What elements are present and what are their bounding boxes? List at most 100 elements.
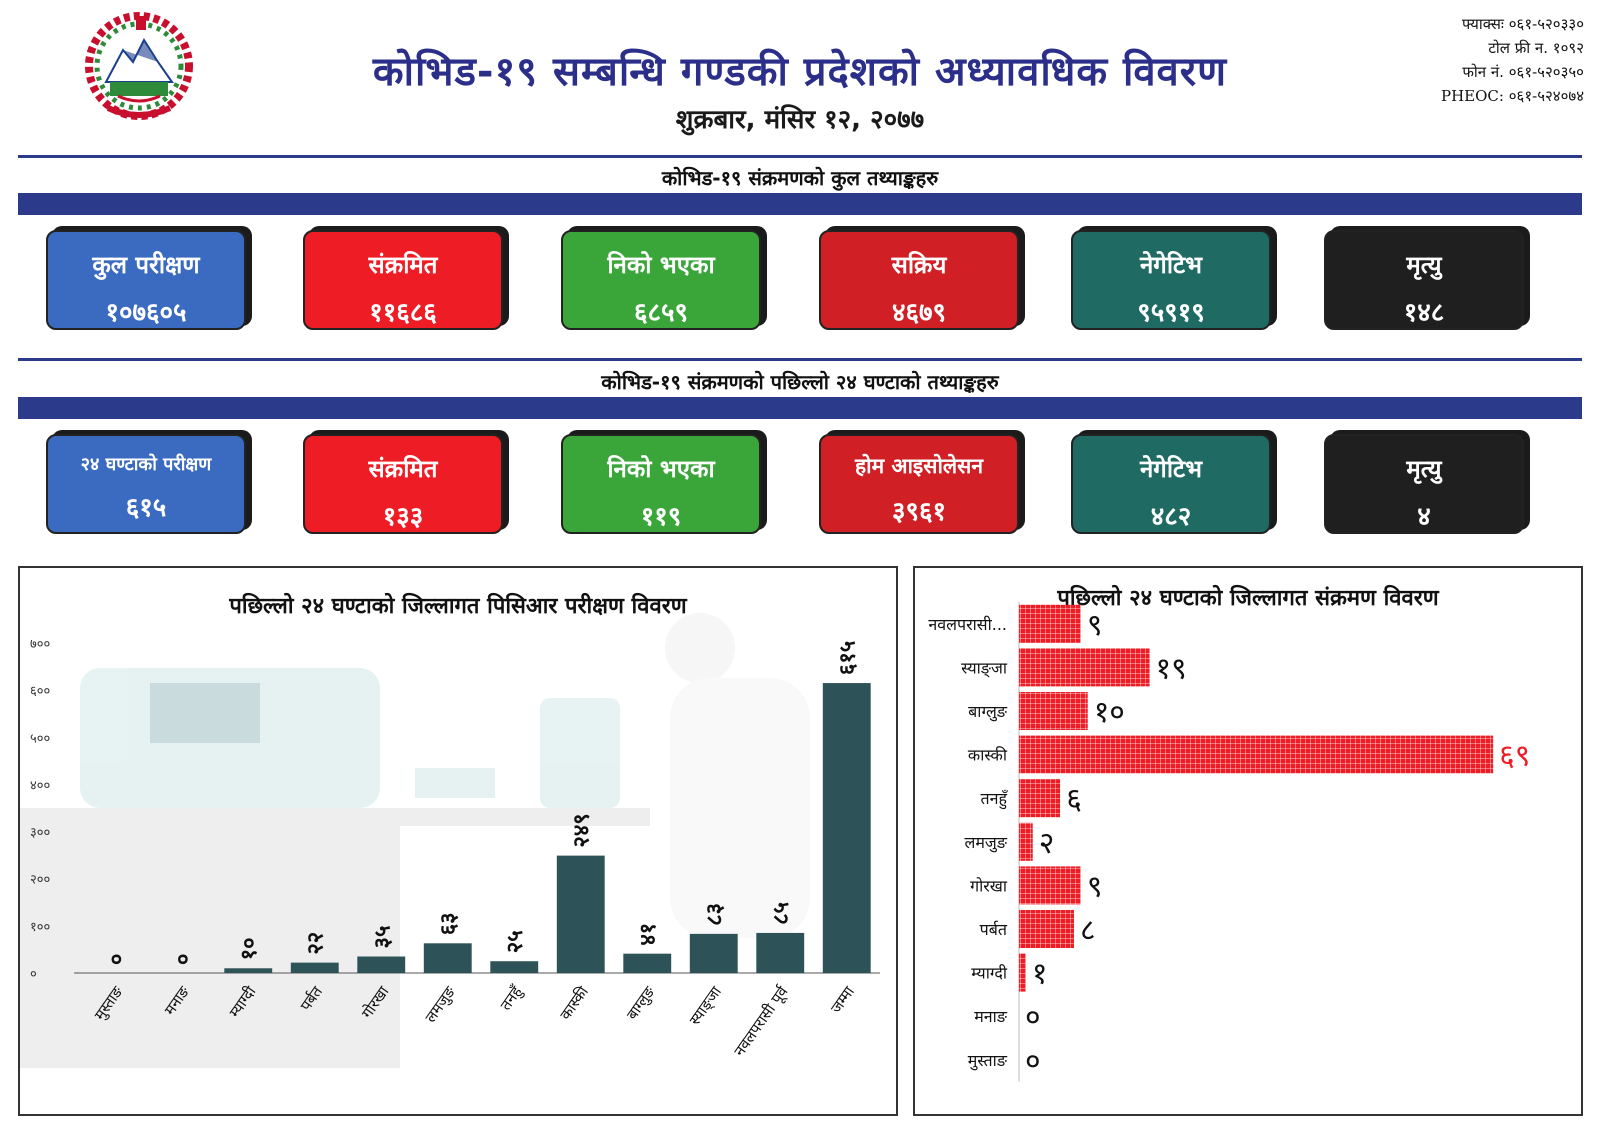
section-band <box>18 397 1582 419</box>
y-axis: ० १०० २०० ३०० ४०० ५०० ६०० ७०० <box>30 637 880 982</box>
data-label: ३५ <box>370 926 395 949</box>
nepal-emblem-logo <box>85 12 193 120</box>
x-category-label: लमजुङ <box>421 983 460 1027</box>
x-category-label: बाग्लुङ <box>623 983 660 1024</box>
card-label: कुल परीक्षण <box>92 251 200 279</box>
bar <box>1019 604 1081 643</box>
card-value: ६१५ <box>125 493 167 523</box>
data-label: १० <box>1094 695 1125 730</box>
infection-chart-panel: पछिल्लो २४ घण्टाको जिल्लागत संक्रमण विवर… <box>913 566 1583 1116</box>
total-recovered-card: निको भएका ६८५९ <box>561 230 761 330</box>
y-tick-label: १०० <box>30 920 50 935</box>
bar <box>556 855 605 973</box>
card-label: निको भएका <box>607 455 715 483</box>
data-label: ० <box>1025 1044 1041 1079</box>
pheoc-number: PHEOC: ०६१-५२४०७४ <box>1441 87 1584 105</box>
data-label: २४९ <box>570 813 595 847</box>
card-value: ११९ <box>640 502 682 532</box>
y-category-label: तनहुँ <box>981 789 1009 810</box>
data-label: ८३ <box>703 903 728 926</box>
bar <box>1019 735 1494 774</box>
y-category-label: मुस्ताङ <box>968 1051 1008 1071</box>
bar <box>357 956 406 973</box>
data-label: ० <box>171 954 196 965</box>
last24-negative-card: नेगेटिभ ४८२ <box>1071 434 1271 534</box>
total-negative-card: नेगेटिभ ९५९१९ <box>1071 230 1271 330</box>
y-category-label: गोरखा <box>970 876 1008 895</box>
card-label: होम आइसोलेसन <box>855 454 983 478</box>
y-tick-label: ६०० <box>30 684 50 699</box>
divider-line <box>18 358 1582 361</box>
lab-illustration-background <box>20 613 810 1068</box>
last24-deaths-card: मृत्यु ४ <box>1324 434 1524 534</box>
bar <box>623 953 672 973</box>
card-label: सक्रिय <box>891 251 947 279</box>
data-label: ८५ <box>769 902 794 925</box>
section-band <box>18 193 1582 215</box>
bar <box>1019 910 1074 948</box>
card-label: नेगेटिभ <box>1139 455 1203 483</box>
card-label: निको भएका <box>607 251 715 279</box>
bar <box>1019 866 1081 905</box>
data-label: ६९ <box>1499 739 1530 774</box>
data-label: २५ <box>503 930 528 953</box>
data-label: ६३ <box>437 912 462 935</box>
data-label: १९ <box>1156 651 1187 686</box>
y-category-label: पर्बत <box>980 920 1008 939</box>
x-category-label: जम्मा <box>827 982 859 1017</box>
last24-home-isolation-card: होम आइसोलेसन ३९६१ <box>819 434 1019 534</box>
card-value: ३९६१ <box>891 497 947 527</box>
bar <box>1019 692 1088 730</box>
card-label: संक्रमित <box>368 455 438 483</box>
pcr-test-chart-panel: पछिल्लो २४ घण्टाको जिल्लागत पिसिआर परीक्… <box>18 566 898 1116</box>
card-value: ४ <box>1417 502 1431 532</box>
card-value: १०७६०५ <box>105 298 187 328</box>
bar <box>490 961 539 973</box>
bar <box>423 943 472 973</box>
data-label: ६१५ <box>836 641 861 675</box>
data-label: ० <box>1025 1000 1041 1035</box>
infection-bar-chart: नवलपरासी... ९स्याङ्जा १९बाग्लुङ १०कास्की ६९त… <box>928 602 1530 1082</box>
x-category-label: तनहुँ <box>497 982 527 1014</box>
card-label: नेगेटिभ <box>1139 251 1203 279</box>
y-category-label: मनाङ <box>974 1007 1008 1026</box>
bars-group: नवलपरासी... ९स्याङ्जा १९बाग्लुङ १०कास्की ६९त… <box>928 602 1530 1082</box>
card-value: ६८५९ <box>633 298 689 328</box>
data-label: २२ <box>304 932 329 955</box>
bar <box>756 932 805 973</box>
card-value: ४८२ <box>1150 502 1192 532</box>
y-category-label: स्याङ्जा <box>961 658 1008 678</box>
y-tick-label: ५०० <box>30 731 50 746</box>
total-tests-card: कुल परीक्षण १०७६०५ <box>46 230 246 330</box>
bar <box>1019 953 1026 992</box>
y-tick-label: ७०० <box>30 637 50 652</box>
total-active-card: सक्रिय ४६७९ <box>819 230 1019 330</box>
last24-cards-row: २४ घण्टाको परीक्षण ६१५ संक्रमित १३३ निको… <box>0 434 1600 544</box>
x-category-label: कास्की <box>556 982 592 1023</box>
bar <box>1019 648 1150 687</box>
card-value: ११६८६ <box>369 298 437 328</box>
infection-chart-title: पछिल्लो २४ घण्टाको जिल्लागत संक्रमण विवर… <box>1057 586 1439 611</box>
y-category-label: नवलपरासी... <box>928 615 1007 634</box>
total-cards-row: कुल परीक्षण १०७६०५ संक्रमित ११६८६ निको भ… <box>0 230 1600 340</box>
y-tick-label: ४०० <box>30 778 50 793</box>
last24-recovered-card: निको भएका ११९ <box>561 434 761 534</box>
y-tick-label: २०० <box>30 873 50 888</box>
card-label: २४ घण्टाको परीक्षण <box>80 454 212 475</box>
bar <box>1019 779 1061 818</box>
total-infected-card: संक्रमित ११६८६ <box>303 230 503 330</box>
y-category-label: म्याग्दी <box>971 964 1008 983</box>
total-section-title: कोभिड-१९ संक्रमणको कुल तथ्याङ्कहरु <box>661 166 939 190</box>
bar <box>224 968 273 973</box>
last24-tests-card: २४ घण्टाको परीक्षण ६१५ <box>46 434 246 534</box>
divider-line <box>18 155 1582 158</box>
card-label: मृत्यु <box>1406 455 1442 483</box>
last24-section-title: कोभिड-१९ संक्रमणको पछिल्लो २४ घण्टाको तथ… <box>601 370 999 394</box>
data-label: १ <box>1032 957 1048 992</box>
y-tick-label: ० <box>30 967 37 982</box>
data-label: २ <box>1039 826 1055 861</box>
y-tick-label: ३०० <box>30 826 50 841</box>
card-label: संक्रमित <box>368 251 438 279</box>
report-date: शुक्रबार, मंसिर १२, २०७७ <box>675 105 925 135</box>
data-label: ४१ <box>636 923 661 946</box>
